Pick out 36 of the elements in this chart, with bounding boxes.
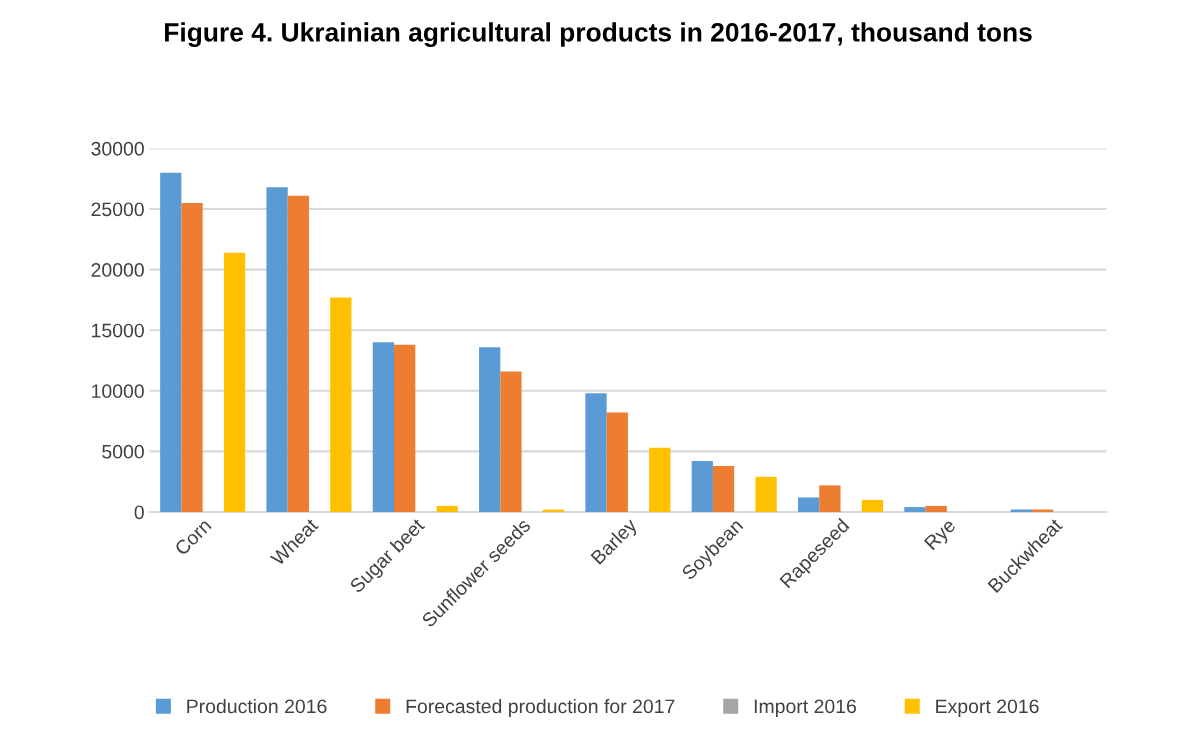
- bar: [691, 461, 713, 512]
- bar: [819, 485, 841, 512]
- legend-label: Production 2016: [187, 698, 327, 714]
- bar: [649, 447, 671, 512]
- y-tick-label: 5000: [102, 444, 144, 459]
- y-tick-label: 0: [134, 505, 144, 520]
- y-tick-label: 30000: [91, 141, 144, 156]
- bar: [925, 505, 947, 512]
- chart-title: Figure 4. Ukrainian agricultural products in 2016-2017, thousand tons: [165, 22, 1032, 47]
- bar: [904, 507, 926, 512]
- legend-label: Forecasted production for 2017: [406, 698, 675, 718]
- y-tick-label: 10000: [92, 384, 144, 399]
- bar: [287, 195, 309, 512]
- y-tick-label: 20000: [91, 263, 144, 277]
- legend-label: Export 2016: [936, 699, 1039, 718]
- bar: [500, 371, 522, 512]
- bar: [160, 172, 182, 512]
- y-tick-label: 15000: [92, 323, 144, 338]
- bar: [394, 344, 416, 512]
- bar: [606, 412, 628, 512]
- bar: [266, 187, 288, 512]
- bar: [861, 499, 884, 512]
- bar: [223, 252, 246, 512]
- bar: [755, 476, 777, 512]
- bar: [585, 393, 607, 512]
- bar: [436, 505, 458, 512]
- bar: [479, 347, 501, 512]
- bar: [798, 497, 820, 512]
- bar: [712, 465, 735, 512]
- bar: [330, 297, 352, 512]
- x-tick-label: Corn: [173, 518, 212, 557]
- bar: [181, 202, 203, 512]
- legend-label: Import 2016: [754, 699, 856, 718]
- y-tick-label: 25000: [91, 202, 144, 217]
- bar: [372, 342, 395, 512]
- x-tick-label: Rye: [924, 517, 960, 553]
